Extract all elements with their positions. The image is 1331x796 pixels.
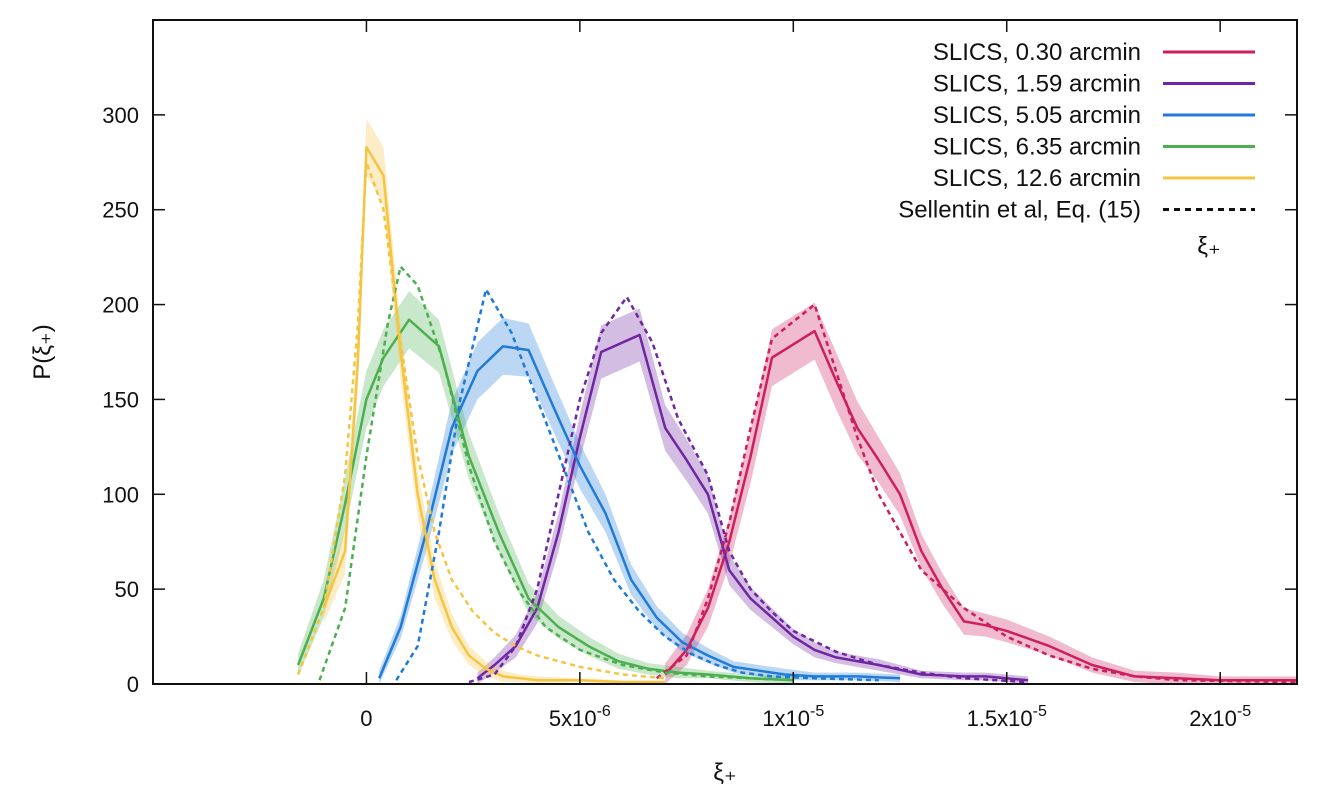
- model-curve-3: [395, 286, 879, 682]
- series-line-2: [476, 333, 1029, 682]
- series-lines: [296, 145, 1297, 684]
- legend-label-1: SLICS, 0.30 arcmin: [933, 39, 1141, 66]
- legend-label-4: SLICS, 6.35 arcmin: [933, 134, 1141, 161]
- y-tick-label: 300: [102, 103, 139, 128]
- y-tick-label: 250: [102, 198, 139, 223]
- model-curve-2: [468, 294, 1029, 684]
- legend-label-5: SLICS, 12.6 arcmin: [933, 165, 1141, 192]
- x-tick-label: 0: [360, 706, 372, 731]
- x-tick-label: 2x10-5: [1189, 703, 1251, 731]
- model-curve-5: [296, 161, 666, 680]
- y-tick-label: 100: [102, 482, 139, 507]
- x-tick-label: 1.5x10-5: [967, 703, 1047, 731]
- legend: SLICS, 0.30 arcmin SLICS, 1.59 arcmin SLIC…: [898, 39, 1255, 260]
- series-line-4: [296, 318, 794, 682]
- legend-label-3: SLICS, 5.05 arcmin: [933, 102, 1141, 129]
- error-band-4: [298, 291, 794, 684]
- error-bands: [298, 118, 1297, 684]
- model-curves: [296, 161, 1298, 684]
- series-line-5: [322, 145, 666, 684]
- model-curve-4: [318, 263, 794, 682]
- legend-label-2: SLICS, 1.59 arcmin: [933, 71, 1141, 98]
- x-tick-label: 5x10-6: [549, 703, 611, 731]
- y-tick-label: 150: [102, 387, 139, 412]
- axis-ticks: 0 50 100 150 200 250 300 0 5x10-6 1x10-5 1.5x10-5 2…: [102, 20, 1297, 731]
- error-band-1: [665, 302, 1297, 684]
- plot-frame: [152, 19, 1298, 685]
- legend-extra-label: ξ₊: [1197, 233, 1220, 260]
- x-axis-label: ξ₊: [713, 759, 736, 786]
- series-line-1: [664, 329, 1297, 682]
- error-band-2: [477, 308, 1029, 684]
- legend-label-model: Sellentin et al, Eq. (15): [898, 197, 1141, 224]
- x-tick-label: 1x10-5: [762, 703, 824, 731]
- y-tick-label: 200: [102, 293, 139, 318]
- y-tick-label: 50: [115, 577, 139, 602]
- y-axis-label: P(ξ₊): [29, 324, 56, 379]
- y-tick-label: 0: [127, 672, 139, 697]
